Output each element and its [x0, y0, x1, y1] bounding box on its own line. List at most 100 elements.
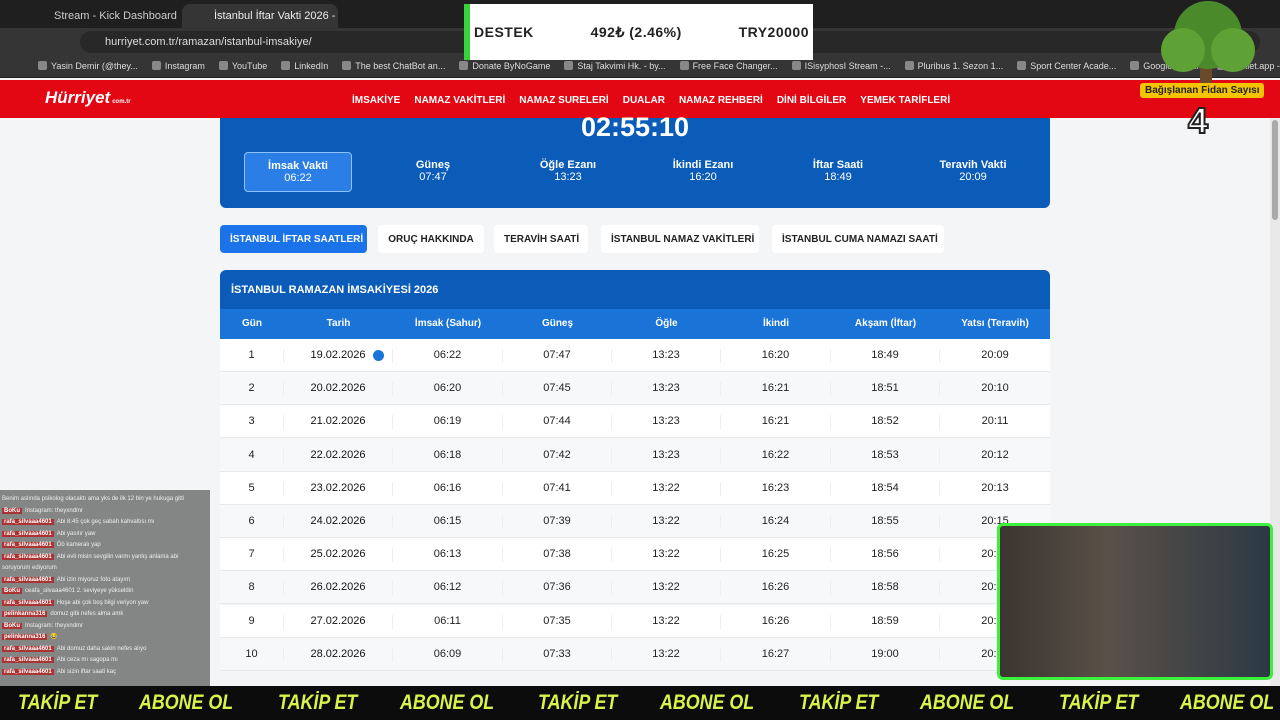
- table-cell: 13:22: [612, 614, 721, 629]
- bookmark[interactable]: Free Face Changer...: [680, 61, 778, 77]
- donation-label: DESTEK: [474, 24, 534, 40]
- bookmark[interactable]: Kicklet.app - Kick C...: [1217, 61, 1280, 77]
- table-cell: 06:18: [393, 448, 503, 463]
- logo-text: Hürriyet: [45, 88, 111, 107]
- chat-line: BoKu Instagram: theyxndmr: [2, 621, 208, 633]
- column-header: Akşam (İftar): [854, 318, 917, 329]
- chat-message: domuz gibi nefes alma amk: [50, 611, 124, 617]
- chat-line: rafa_silvaaa4601 Abi sizin iftar saati ka…: [2, 667, 208, 679]
- menu-item[interactable]: NAMAZ VAKİTLERİ: [414, 95, 506, 106]
- column-header: Yatsı (Teravih): [961, 318, 1029, 329]
- time-value: 20:09: [959, 171, 987, 183]
- bookmark[interactable]: Instagram: [152, 61, 205, 77]
- table-cell: 18:49: [831, 349, 940, 363]
- chat-user: BoKu: [2, 588, 22, 594]
- table-cell: 21.02.2026: [284, 415, 393, 430]
- browser-tab[interactable]: İstanbul İftar Vakti 2026 - İstanb: [182, 4, 338, 28]
- chat-message: Öö kameralı yap: [56, 542, 101, 548]
- column-header: İkindi: [762, 318, 790, 329]
- time-item[interactable]: İftar Saati 18:49: [784, 152, 892, 192]
- table-cell: 16:24: [721, 515, 831, 529]
- table-cell: 20:13: [981, 481, 1009, 494]
- table-cell: 06:12: [393, 581, 503, 596]
- table-cell: 18:51: [831, 382, 940, 397]
- table-cell: 13:22: [612, 481, 721, 496]
- donation-goal: TRY20000: [738, 24, 809, 40]
- bookmark[interactable]: Sport Center Acade...: [1017, 61, 1116, 77]
- table-cell: 07:42: [503, 448, 612, 463]
- table-cell: 18:59: [831, 614, 940, 629]
- table-cell: 07:45: [503, 382, 612, 397]
- logo-sub: com.tr: [112, 99, 131, 105]
- table-cell: 8: [220, 581, 284, 596]
- bookmark[interactable]: Pluribus 1. Sezon 1...: [905, 61, 1004, 77]
- table-cell: 13:23: [612, 349, 721, 363]
- column-header: Tarih: [326, 318, 351, 329]
- table-cell: 24.02.2026: [284, 515, 393, 529]
- time-label: İmsak Vakti: [268, 160, 328, 172]
- time-value: 18:49: [824, 171, 852, 183]
- time-item[interactable]: Teravih Vakti 20:09: [919, 152, 1027, 192]
- tab-button[interactable]: İSTANBUL NAMAZ VAKİTLERİ: [601, 225, 759, 253]
- time-value: 06:22: [284, 172, 312, 184]
- table-cell: 07:33: [503, 647, 612, 662]
- chat-line: rafa_silvaaa4601 Abi izin miyoruz foto at…: [2, 575, 208, 587]
- table-row: 2 20.02.2026 06:20 07:45 13:23 16:21 18:51 20:1…: [220, 372, 1050, 406]
- menu-item[interactable]: DUALAR: [622, 95, 665, 106]
- time-item[interactable]: Güneş 07:47: [379, 152, 487, 192]
- table-row: 6 24.02.2026 06:15 07:39 13:22 16:24 18:55 20:1…: [220, 505, 1050, 538]
- bookmark[interactable]: ISisyphosI Stream -...: [792, 61, 891, 77]
- menu-item[interactable]: NAMAZ REHBERİ: [678, 95, 763, 106]
- ticker-text: ABONE OL: [919, 691, 1015, 714]
- menu-item[interactable]: YEMEK TARİFLERİ: [860, 95, 951, 106]
- tab-button[interactable]: TERAVİH SAATİ: [494, 225, 588, 253]
- chat-line: BoKu Instagram: theyxndmr: [2, 506, 208, 518]
- bookmarks-bar: Yasin Demir (@they... Instagram YouTube Lin…: [0, 56, 1280, 78]
- time-item[interactable]: İmsak Vakti 06:22: [244, 152, 352, 192]
- bookmark[interactable]: Donate ByNoGame: [459, 61, 550, 77]
- tree-icon: [1161, 1, 1255, 95]
- table-cell: 26.02.2026: [284, 581, 393, 596]
- table-cell: 23.02.2026: [284, 481, 393, 496]
- countdown: 02:55:10: [580, 112, 690, 142]
- chat-message: 😂: [50, 634, 58, 640]
- chat-message: ceafa_silvaaa4601 2. seviyeye yükseldin: [25, 588, 134, 594]
- table-cell: 13:22: [612, 581, 721, 596]
- webcam: [997, 523, 1273, 680]
- table-cell: 19:00: [831, 647, 940, 662]
- table-cell: 13:23: [612, 382, 721, 397]
- column-header: Gün: [242, 318, 262, 329]
- logo[interactable]: Hürriyet com.tr: [45, 88, 131, 108]
- bookmark[interactable]: LinkedIn: [281, 61, 328, 77]
- time-item[interactable]: İkindi Ezanı 16:20: [649, 152, 757, 192]
- scrollbar[interactable]: [1270, 118, 1280, 686]
- chat-user: rafa_silvaaa4601: [2, 668, 54, 675]
- bookmark[interactable]: The best ChatBot an...: [342, 61, 445, 77]
- donation-widget: DESTEK 492₺ (2.46%) TRY20000: [464, 4, 813, 60]
- menu-item[interactable]: NAMAZ SURELERİ: [519, 95, 609, 106]
- table-cell: 07:36: [503, 581, 612, 596]
- chat-user: BoKu: [2, 622, 22, 629]
- tab-button[interactable]: ORUÇ HAKKINDA: [378, 225, 484, 253]
- table-cell: 16:27: [721, 647, 831, 662]
- bookmark[interactable]: Yasin Demir (@they...: [38, 61, 138, 77]
- browser-tab[interactable]: Stream - Kick Dashboard: [54, 10, 177, 22]
- menu-item[interactable]: DİNİ BİLGİLER: [776, 95, 847, 106]
- chat-line: rafa_silvaaa4601 Öö kameralı yap: [2, 540, 208, 552]
- chat-message: Abi evli misin sevgilin varmı yanlış anl…: [2, 553, 179, 572]
- chat-line: rafa_silvaaa4601 Abi domuz daha sakin nef…: [2, 644, 208, 656]
- table-cell: 9: [220, 614, 284, 629]
- tab-button[interactable]: İSTANBUL İFTAR SAATLERİ: [220, 225, 367, 253]
- chat-line: rafa_silvaaa4601 Abi ceza mı sagopa mı: [2, 655, 208, 667]
- table-cell: 13:23: [612, 448, 721, 463]
- bookmark[interactable]: YouTube: [219, 61, 267, 77]
- time-item[interactable]: Öğle Ezanı 13:23: [514, 152, 622, 192]
- chat-user: rafa_silvaaa4601: [2, 530, 54, 537]
- table-cell: 18:56: [831, 548, 940, 563]
- info-icon[interactable]: [373, 350, 384, 361]
- tab-button[interactable]: İSTANBUL CUMA NAMAZI SAATİ: [772, 225, 944, 253]
- bookmark[interactable]: Staj Takvimi Hk. - by...: [564, 61, 665, 77]
- chat-line: rafa_silvaaa4601 Hoşe abi çok boş bilgi v…: [2, 598, 208, 610]
- table-cell: 06:13: [393, 548, 503, 563]
- menu-item[interactable]: İMSAKİYE: [352, 95, 401, 106]
